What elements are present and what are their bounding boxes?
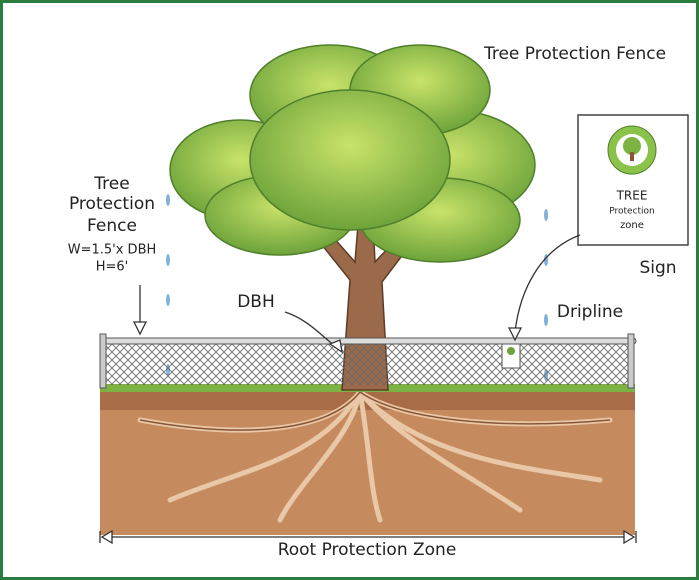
fence-width: W=1.5'x DBH [68, 243, 157, 258]
sign-logo-trunk [630, 152, 634, 161]
fence-label: Fence [87, 216, 137, 236]
fence-label: Protection [69, 194, 155, 214]
sign-text: Protection [609, 207, 655, 217]
root-zone-label: Root Protection Zone [278, 540, 457, 560]
fence-mesh [104, 343, 632, 385]
fence-height: H=6' [96, 260, 129, 275]
fence-post [100, 334, 106, 388]
sign-label: Sign [639, 258, 676, 278]
sign-text: zone [620, 220, 644, 231]
title: Tree Protection Fence [483, 44, 666, 64]
sign-text: TREE [616, 189, 648, 203]
fence-rail [100, 338, 636, 344]
dripline-label: Dripline [557, 302, 623, 322]
fence-label: Tree [93, 174, 129, 194]
dbh-label: DBH [237, 292, 275, 312]
illustration: TREE Protection zone Tree Protection Fen… [0, 0, 699, 580]
fence-post [628, 334, 634, 388]
fence-sign-logo [507, 347, 515, 355]
